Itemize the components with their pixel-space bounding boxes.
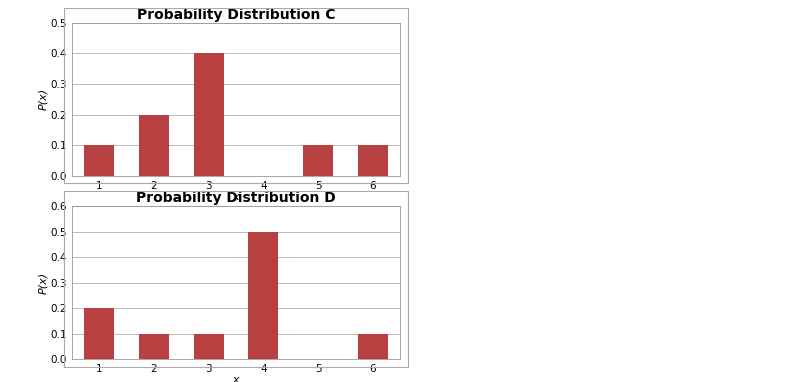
Bar	[139, 333, 169, 359]
Bar	[303, 145, 333, 176]
X-axis label: x: x	[233, 376, 239, 382]
Bar	[194, 53, 224, 176]
Bar	[84, 145, 114, 176]
Bar	[358, 333, 388, 359]
Title: Probability Distribution C: Probability Distribution C	[137, 8, 335, 22]
Bar	[139, 115, 169, 176]
Y-axis label: P(x): P(x)	[38, 88, 48, 110]
Bar	[248, 232, 278, 359]
Bar	[194, 333, 224, 359]
Title: Probability Distribution D: Probability Distribution D	[136, 191, 336, 205]
Bar	[84, 308, 114, 359]
Y-axis label: P(x): P(x)	[38, 272, 48, 294]
X-axis label: x: x	[233, 192, 239, 202]
Bar	[358, 145, 388, 176]
